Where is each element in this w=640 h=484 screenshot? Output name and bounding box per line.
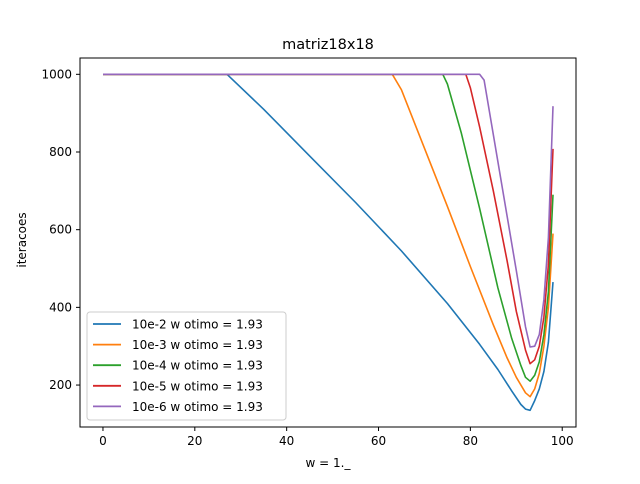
series-line-5 (103, 73, 554, 348)
legend-label: 10e-3 w otimo = 1.93 (132, 338, 263, 352)
y-tick-label: 600 (49, 223, 72, 237)
legend-label: 10e-4 w otimo = 1.93 (132, 359, 263, 373)
x-tick-label: 80 (463, 434, 478, 448)
x-tick-label: 0 (99, 434, 107, 448)
x-tick-label: 100 (551, 434, 574, 448)
x-tick-label: 20 (187, 434, 202, 448)
series-line-2 (103, 73, 554, 398)
y-tick-label: 1000 (41, 67, 72, 81)
y-tick-label: 200 (49, 378, 72, 392)
y-tick-label: 800 (49, 145, 72, 159)
x-tick-label: 60 (371, 434, 386, 448)
legend-label: 10e-6 w otimo = 1.93 (132, 400, 263, 414)
axes-layer: 0 20 40 60 80 100 200 400 600 800 1000 (41, 57, 577, 448)
legend: 10e-2 w otimo = 1.93 10e-3 w otimo = 1.93… (86, 311, 287, 421)
legend-label: 10e-2 w otimo = 1.93 (132, 318, 263, 332)
x-axis-label: w = 1._ (306, 456, 352, 470)
y-axis-label: iteracoes (15, 212, 29, 267)
series-line-4 (103, 73, 554, 365)
legend-box (86, 311, 287, 421)
legend-label: 10e-5 w otimo = 1.93 (132, 379, 263, 393)
plot-frame (79, 57, 577, 428)
series-line-1 (103, 73, 554, 412)
y-tick-label: 400 (49, 300, 72, 314)
chart-title: matriz18x18 (282, 37, 374, 53)
x-tick-label: 40 (279, 434, 294, 448)
series-line-3 (103, 73, 554, 383)
series-layer (103, 73, 554, 412)
